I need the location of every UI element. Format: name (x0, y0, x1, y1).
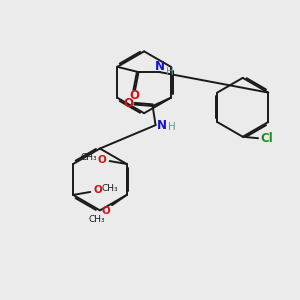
Text: Cl: Cl (260, 132, 273, 145)
Text: CH₃: CH₃ (101, 184, 118, 193)
Text: O: O (102, 206, 110, 215)
Text: H: H (166, 67, 174, 77)
Text: N: N (157, 118, 167, 132)
Text: CH₃: CH₃ (80, 153, 97, 162)
Text: O: O (93, 185, 102, 196)
Text: O: O (97, 154, 106, 165)
Text: H: H (168, 122, 176, 132)
Text: O: O (124, 97, 134, 110)
Text: O: O (129, 89, 139, 102)
Text: N: N (155, 60, 165, 73)
Text: CH₃: CH₃ (88, 215, 105, 224)
